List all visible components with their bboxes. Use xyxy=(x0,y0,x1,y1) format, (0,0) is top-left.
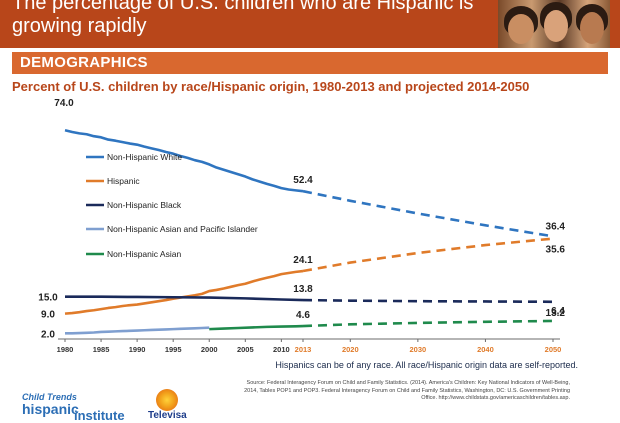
x-tick-label: 2030 xyxy=(410,345,427,354)
x-tick-label: 1995 xyxy=(165,345,182,354)
x-tick-label: 2013 xyxy=(295,345,312,354)
face-shape-1 xyxy=(508,14,534,44)
x-tick-label: 2050 xyxy=(545,345,562,354)
data-label-2: 36.4 xyxy=(546,221,566,232)
series-line-observed-3 xyxy=(65,326,210,335)
data-label-6: 15.0 xyxy=(38,293,58,304)
data-label-0: 74.0 xyxy=(54,98,74,109)
series-line-projected-4 xyxy=(302,319,554,328)
legend-label-2: Non-Hispanic Black xyxy=(107,200,182,210)
series-line-projected-1 xyxy=(302,237,554,273)
data-label-1: 52.4 xyxy=(293,175,313,186)
series-line-observed-2 xyxy=(65,295,304,302)
section-label: DEMOGRAPHICS xyxy=(20,54,148,71)
televisa-logo: Televisa xyxy=(145,389,195,421)
children-photo xyxy=(498,0,610,48)
page-title: The percentage of U.S. children who are … xyxy=(12,0,474,37)
series-line-observed-0 xyxy=(64,129,304,193)
series-line-observed-4 xyxy=(209,324,304,331)
legend-label-4: Non-Hispanic Asian xyxy=(107,249,181,259)
source-citation: Source: Federal Interagency Forum on Chi… xyxy=(244,380,570,401)
series-line-observed-1 xyxy=(64,269,304,315)
data-label-7: 13.8 xyxy=(293,284,313,295)
child-trends-logo: Child Trends hispanic institute xyxy=(22,392,132,423)
x-tick-label: 1990 xyxy=(129,345,146,354)
data-label-5: 35.6 xyxy=(546,245,566,256)
data-label-9: 2.0 xyxy=(41,329,55,340)
series-line-projected-2 xyxy=(302,298,554,304)
data-label-4: 24.1 xyxy=(293,255,313,266)
x-tick-label: 1980 xyxy=(57,345,74,354)
data-label-8: 13.2 xyxy=(546,308,566,319)
x-tick-label: 2000 xyxy=(201,345,218,354)
televisa-wordmark: Televisa xyxy=(148,410,187,421)
logo-line-1: Child Trends xyxy=(22,392,77,402)
series-line-projected-0 xyxy=(302,189,554,238)
section-bar: DEMOGRAPHICS xyxy=(12,52,608,74)
face-shape-3 xyxy=(580,12,604,44)
x-tick-label: 2005 xyxy=(237,345,254,354)
footnote: Hispanics can be of any race. All race/H… xyxy=(275,360,578,370)
legend-label-3: Non-Hispanic Asian and Pacific Islander xyxy=(107,224,258,234)
logo-line-3: institute xyxy=(74,408,125,423)
x-tick-label: 2040 xyxy=(477,345,494,354)
x-tick-label: 2020 xyxy=(342,345,359,354)
data-label-3: 9.0 xyxy=(41,310,55,321)
televisa-sun-icon xyxy=(156,389,178,411)
legend-label-0: Non-Hispanic White xyxy=(107,152,182,162)
face-shape-2 xyxy=(544,10,568,42)
x-tick-label: 1985 xyxy=(93,345,110,354)
data-label-10: 4.6 xyxy=(296,310,310,321)
data-label-11: 6.4 xyxy=(551,306,565,317)
header-banner: The percentage of U.S. children who are … xyxy=(0,0,620,48)
legend-label-1: Hispanic xyxy=(107,176,140,186)
logo-line-2: hispanic xyxy=(22,401,79,417)
x-tick-label: 2010 xyxy=(273,345,290,354)
chart-title: Percent of U.S. children by race/Hispani… xyxy=(12,79,530,94)
